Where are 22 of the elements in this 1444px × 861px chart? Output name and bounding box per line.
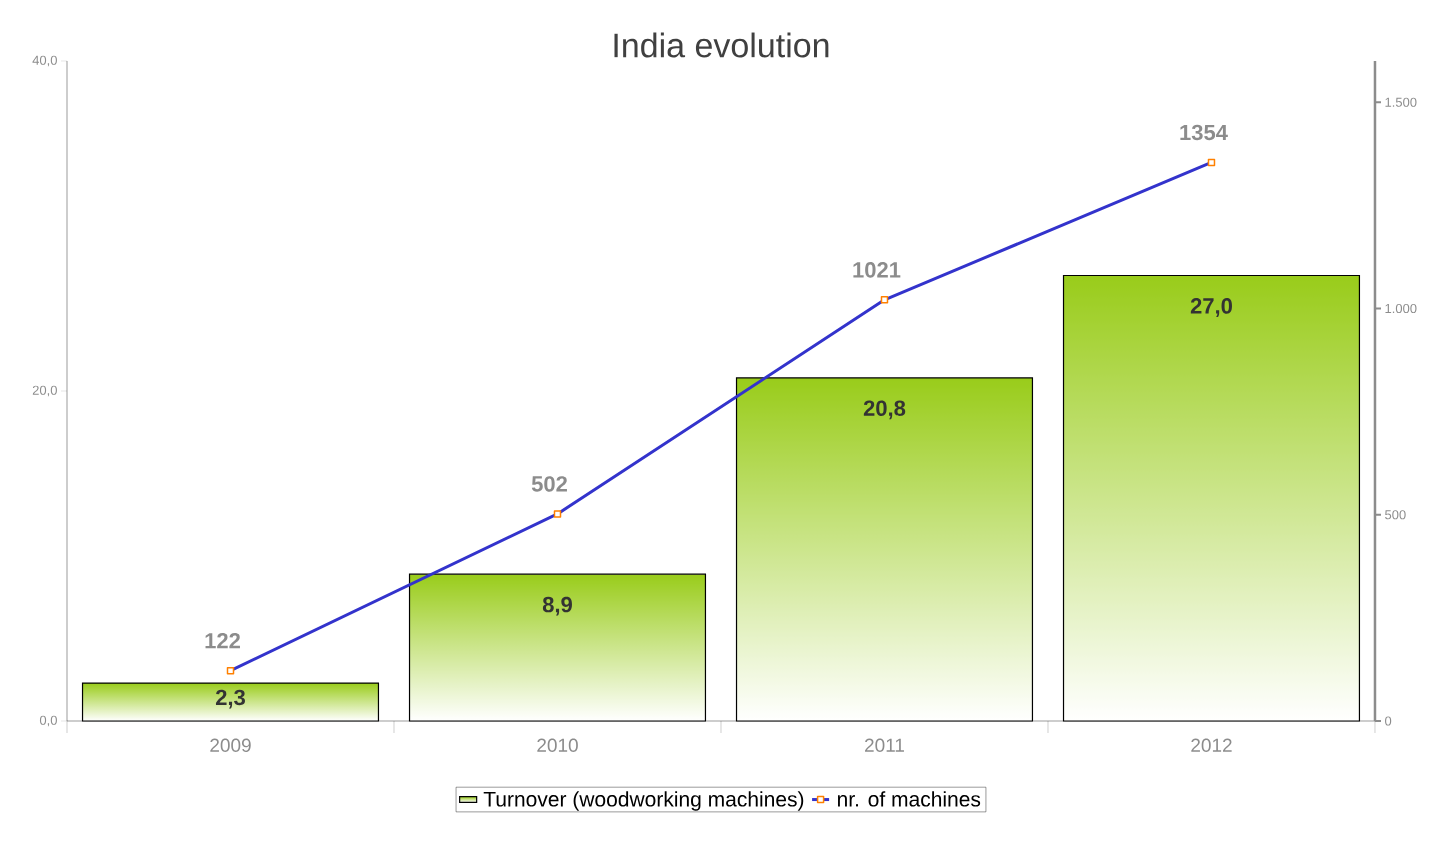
data-label: 122 bbox=[205, 633, 240, 649]
y2-tick-label: 0 bbox=[1385, 716, 1392, 726]
y-tick-label: 40,0 bbox=[32, 55, 57, 67]
data-label: 20,8 bbox=[863, 400, 906, 420]
data-label: 1021 bbox=[853, 262, 901, 278]
data-label: 8,9 bbox=[542, 596, 572, 616]
y-tick-label: 0,0 bbox=[39, 715, 57, 727]
data-label: 1354 bbox=[1180, 124, 1228, 141]
data-label: 27,0 bbox=[1190, 298, 1232, 317]
chart-title: India evolution bbox=[614, 32, 829, 58]
y-tick-label: 20,0 bbox=[32, 385, 57, 397]
x-tick-label: 2009 bbox=[210, 738, 251, 752]
legend-label: nr. of machines bbox=[837, 791, 981, 807]
legend-label: Turnover (woodworking machines) bbox=[483, 791, 804, 811]
x-tick-label: 2010 bbox=[537, 738, 578, 752]
x-tick-label: 2012 bbox=[1191, 738, 1232, 752]
y2-tick-label: 1.000 bbox=[1385, 303, 1417, 314]
data-label: 2,3 bbox=[215, 689, 245, 709]
x-tick-label: 2011 bbox=[865, 738, 904, 752]
y2-tick-label: 500 bbox=[1385, 510, 1406, 520]
y2-tick-label: 1.500 bbox=[1385, 97, 1417, 107]
data-label: 502 bbox=[531, 476, 567, 492]
